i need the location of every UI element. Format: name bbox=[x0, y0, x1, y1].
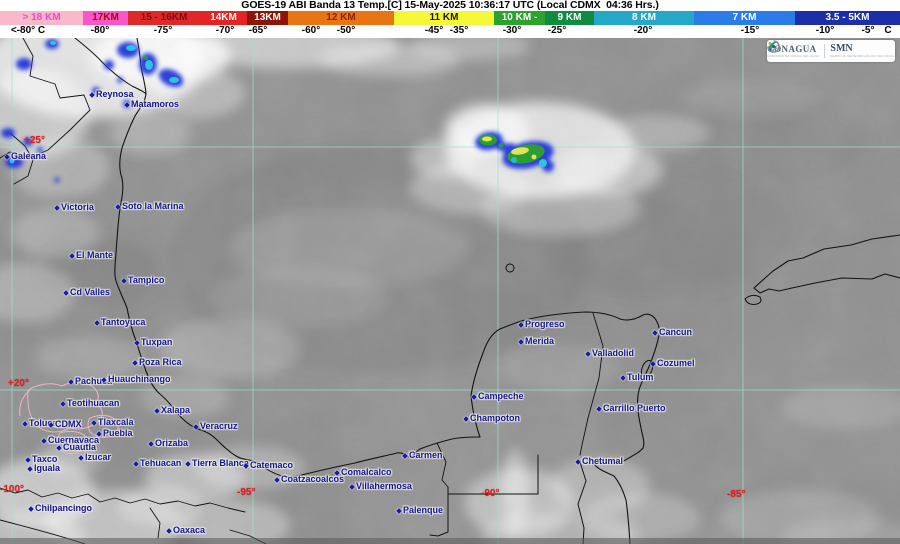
smn-logo-icon bbox=[767, 40, 780, 53]
temp-label: -10° bbox=[815, 25, 835, 36]
grid-coordinate-label: -100° bbox=[0, 484, 25, 495]
grid-coordinate-label: +20° bbox=[8, 378, 29, 389]
coastline-layer bbox=[0, 38, 900, 544]
temp-label: <-80° C bbox=[10, 25, 46, 36]
temp-label: -20° bbox=[633, 25, 653, 36]
temp-label: -30° bbox=[502, 25, 522, 36]
temp-label: -15° bbox=[740, 25, 760, 36]
scale-segment: 3.5 - 5KM bbox=[795, 11, 900, 25]
scale-segment: 7 KM bbox=[694, 11, 795, 25]
scale-segment: 11 KM bbox=[394, 11, 494, 25]
grid-coordinate-label: +25° bbox=[24, 135, 45, 146]
map-bottom-edge bbox=[0, 538, 900, 544]
temp-label: C bbox=[884, 25, 892, 36]
conagua-logo-subtext: COMISIÓN NACIONAL DEL AGUA bbox=[767, 53, 820, 58]
scale-segment: 10 KM - bbox=[494, 11, 545, 25]
grid-coordinate-label: -85° bbox=[727, 489, 746, 500]
temp-row: <-80° C -80° -75° -70° -65° -60° -50° -45° -35° -… bbox=[0, 25, 900, 38]
conagua-logo-icon bbox=[768, 41, 779, 52]
temp-label: -50° bbox=[336, 25, 356, 36]
smn-brand: SMN SERVICIO METEOROLÓGICO NACIONAL bbox=[767, 40, 895, 58]
grid-lines bbox=[0, 38, 900, 544]
scale-segment: 12 KM bbox=[288, 11, 394, 25]
scale-segment: 8 KM bbox=[594, 11, 694, 25]
smn-logo-text: SMN bbox=[830, 43, 853, 54]
temp-label: -75° bbox=[153, 25, 173, 36]
smn-logo-subtext: SERVICIO METEOROLÓGICO NACIONAL bbox=[830, 54, 895, 58]
temp-label: -60° bbox=[301, 25, 321, 36]
conagua-logo-text: CONAGUA bbox=[767, 43, 817, 54]
temp-label: -80° bbox=[90, 25, 110, 36]
conagua-brand: CONAGUA COMISIÓN NACIONAL DEL AGUA bbox=[767, 41, 820, 58]
temp-label: -5° bbox=[861, 25, 875, 36]
temp-label: -25° bbox=[547, 25, 567, 36]
grid-coordinate-label: -90° bbox=[481, 488, 500, 499]
scale-segment: > 18 KM bbox=[0, 11, 83, 25]
grid-coordinate-label: -95° bbox=[237, 487, 256, 498]
scale-segment: 14KM bbox=[200, 11, 247, 25]
scale-segment: 15 - 16KM bbox=[128, 11, 200, 25]
storm-cores bbox=[9, 41, 547, 167]
scale-segment: 13KM bbox=[247, 11, 288, 25]
logo-divider bbox=[824, 44, 826, 58]
scale-segment: 9 KM bbox=[545, 11, 594, 25]
map: CONAGUA COMISIÓN NACIONAL DEL AGUA SMN S… bbox=[0, 38, 900, 544]
agency-logo-box: CONAGUA COMISIÓN NACIONAL DEL AGUA SMN S… bbox=[767, 40, 895, 62]
temp-label: -70° bbox=[215, 25, 235, 36]
temp-label: -35° bbox=[449, 25, 469, 36]
scale-segment: 17KM bbox=[83, 11, 128, 25]
satellite-image bbox=[0, 38, 900, 544]
temp-label: -45° bbox=[424, 25, 444, 36]
scale-bar: > 18 KM 17KM 15 - 16KM 14KM 13KM 12 KM 11 KM 10… bbox=[0, 11, 900, 25]
image-title: GOES-19 ABI Banda 13 Temp.[C] 15-May-202… bbox=[0, 0, 900, 11]
temp-label: -65° bbox=[248, 25, 268, 36]
